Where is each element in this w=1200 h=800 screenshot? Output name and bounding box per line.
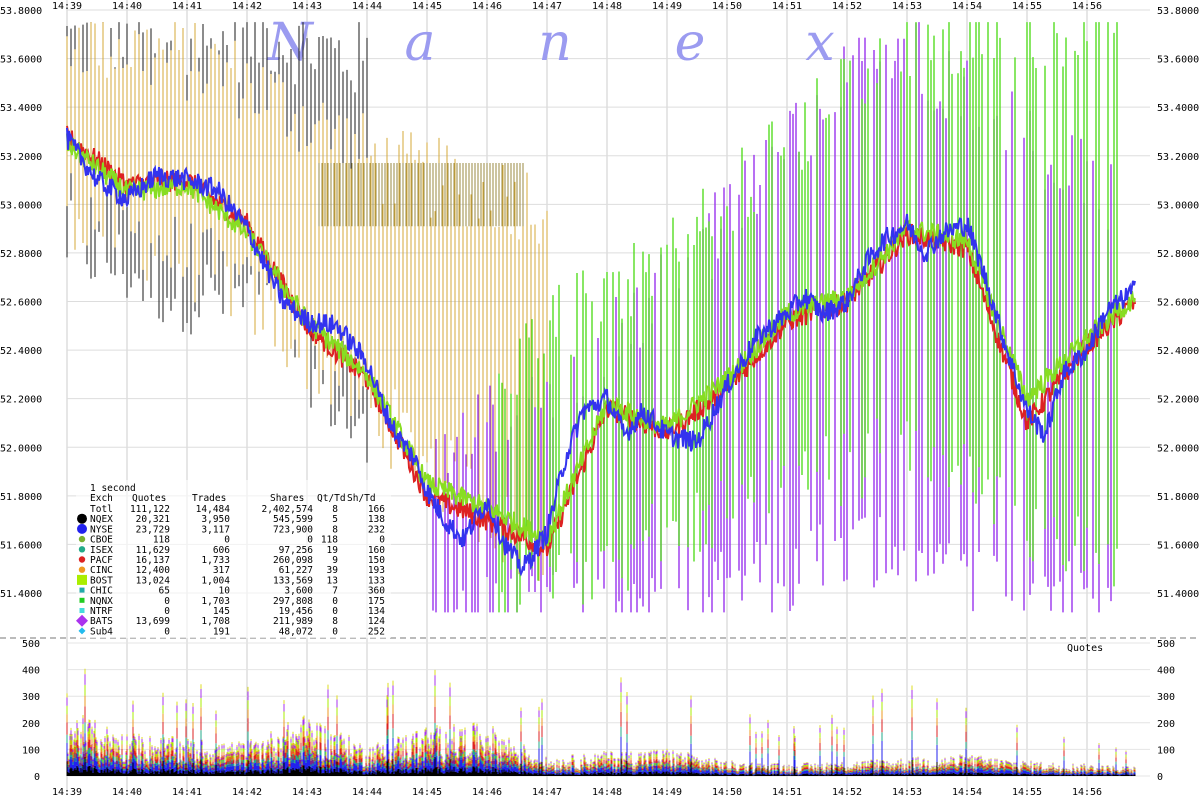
series-line-nyse [66,127,1136,577]
watermark-letter: e [675,13,706,73]
watermark-letter: n [538,13,572,73]
quote-band [66,22,368,463]
quote-rate-bars [66,668,1136,776]
price-series [66,125,1136,577]
watermark-letter: N [265,13,314,73]
series-line-bost [66,133,1136,547]
quote-band [498,22,1118,613]
quote-bands [66,22,1118,613]
watermark-letter: a [404,13,435,73]
quote-band-box [318,163,524,227]
watermark-letter: x [805,13,834,73]
